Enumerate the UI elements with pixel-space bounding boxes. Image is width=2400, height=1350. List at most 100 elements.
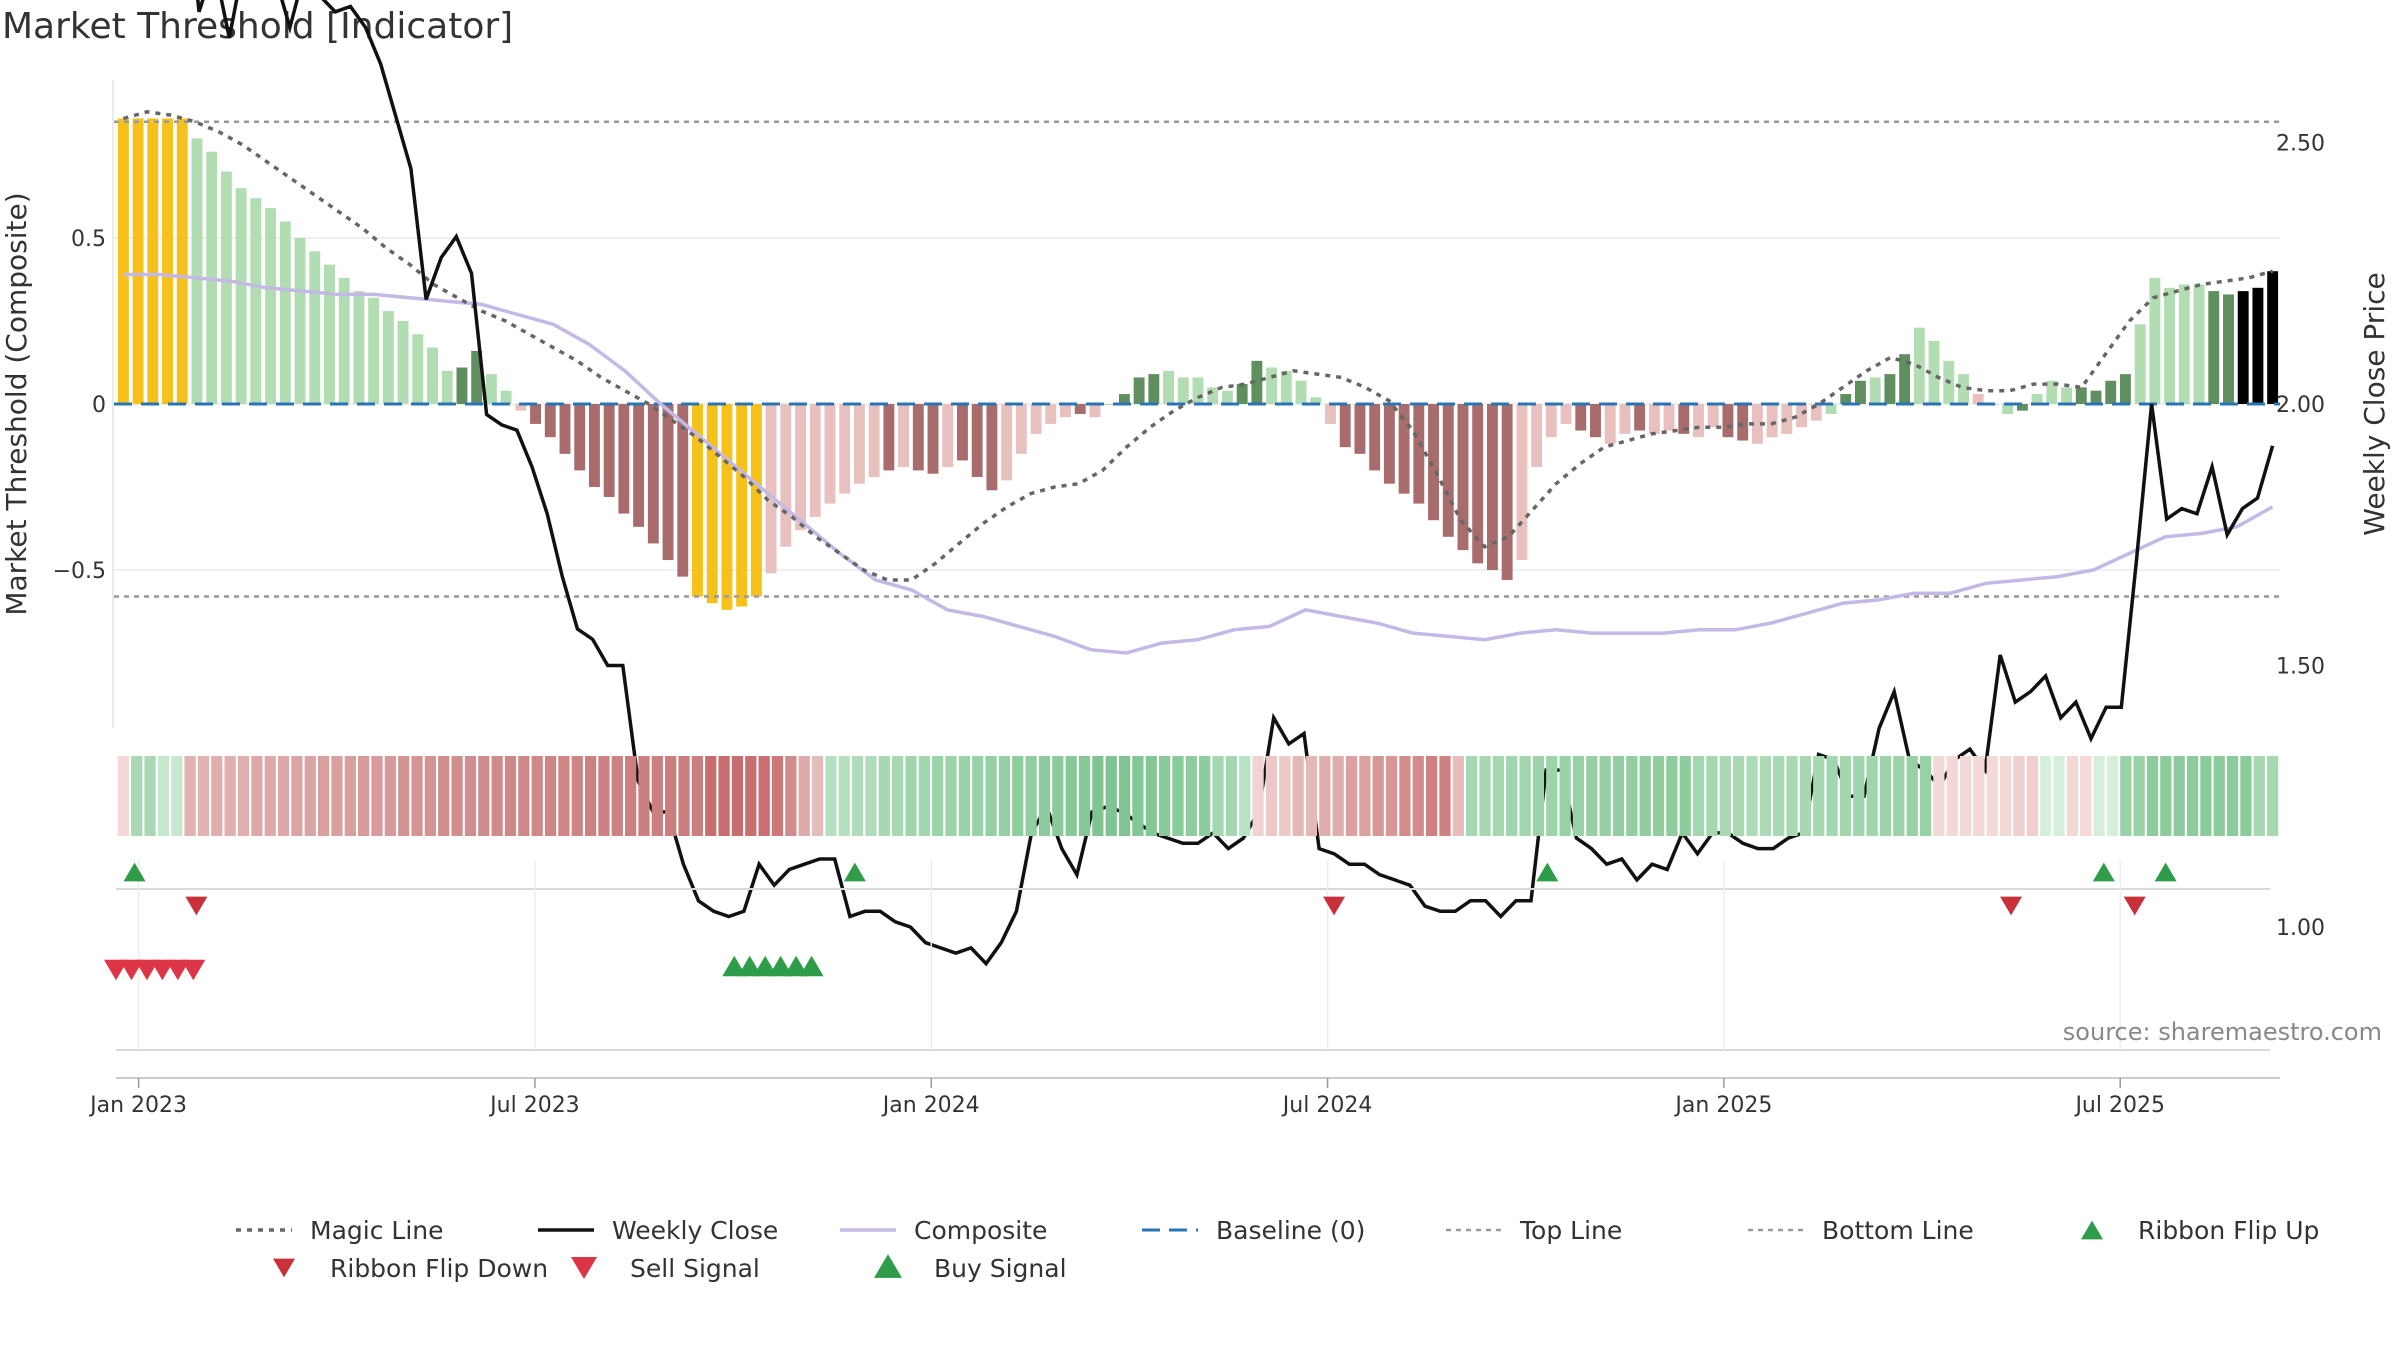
- y2-tick-label: 1.00: [2276, 916, 2325, 941]
- composite-bar: [1884, 374, 1896, 404]
- composite-bar: [1118, 394, 1130, 404]
- ribbon-cell: [1506, 756, 1518, 836]
- composite-bar: [1472, 404, 1484, 564]
- composite-bar: [2002, 404, 2014, 414]
- ribbon-flip-up-marker: [123, 862, 146, 882]
- ribbon-cell: [304, 756, 316, 836]
- composite-bar: [1133, 377, 1145, 404]
- composite-bar: [809, 404, 821, 517]
- composite-bar: [471, 350, 483, 404]
- ribbon-cell: [2133, 756, 2145, 836]
- ribbon-cell: [1426, 756, 1438, 836]
- composite-bar: [2046, 380, 2058, 404]
- ribbon-cell: [398, 756, 410, 836]
- ribbon-cell: [651, 756, 663, 836]
- buy-signal-marker: [737, 955, 762, 977]
- ribbon-cell: [317, 756, 330, 836]
- ribbon-cell: [1986, 756, 1998, 836]
- ribbon-cell: [892, 756, 904, 836]
- ribbon-cell: [2226, 756, 2239, 836]
- ribbon-cell: [2213, 756, 2225, 836]
- composite-bar: [294, 238, 306, 404]
- ribbon-cell: [2200, 756, 2212, 836]
- x-tick-label: Jan 2023: [88, 1093, 187, 1118]
- ribbon-cell: [1065, 756, 1077, 836]
- composite-bar: [942, 404, 954, 468]
- composite-bar: [1751, 404, 1763, 444]
- ribbon-cell: [264, 756, 276, 836]
- ribbon-cell: [1733, 756, 1745, 836]
- composite-bar: [1266, 367, 1278, 404]
- composite-bar: [1634, 404, 1646, 431]
- composite-bar: [883, 404, 895, 471]
- ribbon-cell: [358, 756, 370, 836]
- legend-label: Ribbon Flip Up: [2138, 1216, 2319, 1245]
- composite-bar: [1221, 390, 1233, 404]
- sell-signal-marker: [165, 959, 190, 981]
- ribbon-cell: [1092, 756, 1104, 836]
- ribbon-cell: [1719, 756, 1731, 836]
- ribbon-cell: [117, 756, 129, 836]
- ribbon-flip-up-marker: [1536, 862, 1559, 882]
- composite-bar: [456, 367, 468, 404]
- ribbon-cell: [1012, 756, 1024, 836]
- legend-item-composite: Composite: [840, 1216, 1047, 1245]
- ribbon-cell: [1933, 756, 1945, 836]
- ribbon-cell: [1372, 756, 1384, 836]
- composite-bar: [1855, 380, 1866, 404]
- ribbon-cell: [1866, 756, 1878, 836]
- ribbon-cell: [1679, 756, 1691, 836]
- composite-bar: [1325, 404, 1336, 424]
- legend-label: Top Line: [1519, 1216, 1622, 1245]
- legend-label: Magic Line: [310, 1216, 444, 1245]
- x-tick-label: Jul 2025: [2073, 1093, 2165, 1118]
- composite-bar: [2252, 287, 2264, 404]
- ribbon-cell: [1172, 756, 1184, 836]
- ribbon-cell: [2013, 756, 2025, 836]
- ribbon-cell: [1519, 756, 1531, 836]
- composite-bar: [1339, 404, 1351, 448]
- ribbon-cell: [1759, 756, 1771, 836]
- ribbon-cell: [1038, 756, 1051, 836]
- buy-signal-marker: [722, 955, 747, 977]
- ribbon-cell: [1626, 756, 1638, 836]
- ribbon-cell: [197, 756, 210, 836]
- composite-bar: [1074, 404, 1086, 414]
- ribbon-cell: [1773, 756, 1785, 836]
- ribbon-cell: [344, 756, 356, 836]
- ribbon-cell: [1839, 756, 1852, 836]
- composite-bar: [2031, 394, 2043, 404]
- legend-label: Ribbon Flip Down: [330, 1254, 548, 1283]
- ribbon-cell: [384, 756, 396, 836]
- ribbon-cell: [958, 756, 970, 836]
- ribbon-cell: [998, 756, 1011, 836]
- ribbon-cell: [691, 756, 704, 836]
- composite-bar: [1001, 404, 1013, 481]
- composite-bar: [2090, 390, 2102, 404]
- composite-bar: [1045, 404, 1057, 424]
- composite-bar: [574, 404, 586, 471]
- ribbon-cell: [331, 756, 343, 836]
- ribbon-cell: [184, 756, 196, 836]
- composite-bar: [1781, 404, 1793, 434]
- composite-bar: [1089, 404, 1101, 418]
- y2-axis-label: Weekly Close Price: [2358, 272, 2391, 535]
- composite-bar: [588, 404, 600, 487]
- composite-line: [123, 272, 2274, 655]
- composite-bar: [191, 138, 203, 404]
- composite-bar: [2267, 271, 2279, 404]
- sell-signal-marker: [104, 959, 128, 981]
- composite-bar: [1015, 404, 1027, 454]
- ribbon-cell: [1572, 756, 1585, 836]
- x-tick-label: Jul 2024: [1281, 1093, 1373, 1118]
- composite-bar: [500, 390, 512, 404]
- y2-tick-label: 2.50: [2276, 132, 2325, 157]
- ribbon-cell: [785, 756, 797, 836]
- ribbon-cell: [932, 756, 944, 836]
- composite-bar: [1766, 404, 1778, 438]
- ribbon-cell: [678, 756, 690, 836]
- ribbon-cell: [1492, 756, 1504, 836]
- ribbon-cell: [1853, 756, 1865, 836]
- composite-bar: [1060, 404, 1071, 418]
